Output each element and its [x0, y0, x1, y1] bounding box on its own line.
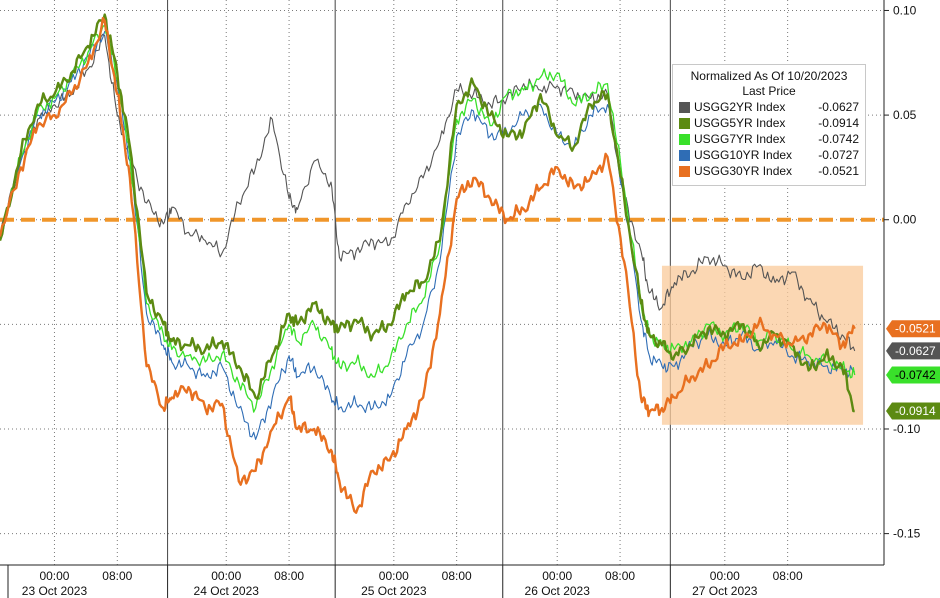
x-time-label: 08:00	[102, 569, 132, 583]
x-time-label: 00:00	[542, 569, 572, 583]
series-line-usgg7yr-index	[0, 24, 856, 413]
x-date-label: 24 Oct 2023	[194, 584, 260, 598]
legend-entry: USGG5YR Index -0.0914	[679, 115, 859, 131]
last-price-tag-label: -0.0627	[895, 344, 936, 358]
x-date-label: 27 Oct 2023	[692, 584, 758, 598]
chart-legend: Normalized As Of 10/20/2023 Last Price U…	[672, 64, 866, 186]
legend-series-value: -0.0914	[818, 116, 859, 130]
x-time-label: 00:00	[379, 569, 409, 583]
legend-series-name: USGG30YR Index	[694, 164, 793, 178]
legend-series-name: USGG2YR Index	[694, 100, 786, 114]
series-line-usgg30yr-index	[0, 16, 856, 514]
legend-swatch	[679, 149, 690, 161]
y-tick-label: 0.10	[893, 3, 917, 17]
y-tick-label: 0.00	[893, 213, 917, 227]
x-date-label: 25 Oct 2023	[361, 584, 427, 598]
legend-series-value: -0.0727	[818, 148, 859, 162]
series-lines	[0, 13, 856, 514]
legend-swatch	[679, 165, 690, 177]
last-price-tag-label: -0.0914	[895, 404, 936, 418]
last-price-tag-label: -0.0521	[895, 322, 936, 336]
y-tick-label: -0.10	[893, 422, 921, 436]
x-time-label: 08:00	[605, 569, 635, 583]
last-price-tags: -0.0521 -0.0627 -0.0742 -0.0914	[886, 320, 940, 420]
x-time-label: 08:00	[274, 569, 304, 583]
legend-swatch	[679, 133, 690, 145]
x-time-label: 08:00	[773, 569, 803, 583]
legend-series-value: -0.0627	[818, 100, 859, 114]
last-price-tag	[886, 342, 940, 360]
legend-entry: USGG30YR Index -0.0521	[679, 163, 859, 179]
series-line-usgg2yr-index	[0, 33, 856, 352]
legend-header-title: Normalized As Of 10/20/2023	[690, 69, 848, 83]
legend-swatch	[679, 101, 690, 113]
y-axis-tick-labels: 0.10 0.05 0.00 -0.10 -0.15	[884, 3, 921, 541]
x-date-label: 26 Oct 2023	[525, 584, 591, 598]
legend-entry: USGG10YR Index -0.0727	[679, 147, 859, 163]
x-time-label: 00:00	[710, 569, 740, 583]
y-tick-label: -0.15	[893, 527, 921, 541]
x-date-label: 23 Oct 2023	[22, 584, 88, 598]
x-time-label: 00:00	[39, 569, 69, 583]
x-time-label: 08:00	[442, 569, 472, 583]
y-tick-label: 0.05	[893, 108, 917, 122]
x-axis-tick-labels: 00:00 08:00 00:00 08:00 00:00 08:00 00:00 08:00…	[7, 565, 803, 598]
legend-series-name: USGG5YR Index	[694, 116, 786, 130]
legend-entry: USGG2YR Index -0.0627	[679, 99, 859, 115]
last-price-tag	[886, 402, 940, 420]
series-line-usgg5yr-index	[0, 13, 855, 413]
legend-series-value: -0.0521	[818, 164, 859, 178]
last-price-tag-label: -0.0742	[895, 368, 936, 382]
legend-entry: USGG7YR Index -0.0742	[679, 131, 859, 147]
legend-series-name: USGG10YR Index	[694, 148, 793, 162]
legend-series-name: USGG7YR Index	[694, 132, 786, 146]
chart-axes	[0, 0, 885, 566]
legend-swatch	[679, 117, 690, 129]
last-price-tag	[886, 320, 940, 338]
legend-header-subtitle: Last Price	[742, 84, 796, 98]
last-price-tag	[886, 366, 940, 384]
legend-series-value: -0.0742	[818, 132, 859, 146]
x-time-label: 00:00	[211, 569, 241, 583]
